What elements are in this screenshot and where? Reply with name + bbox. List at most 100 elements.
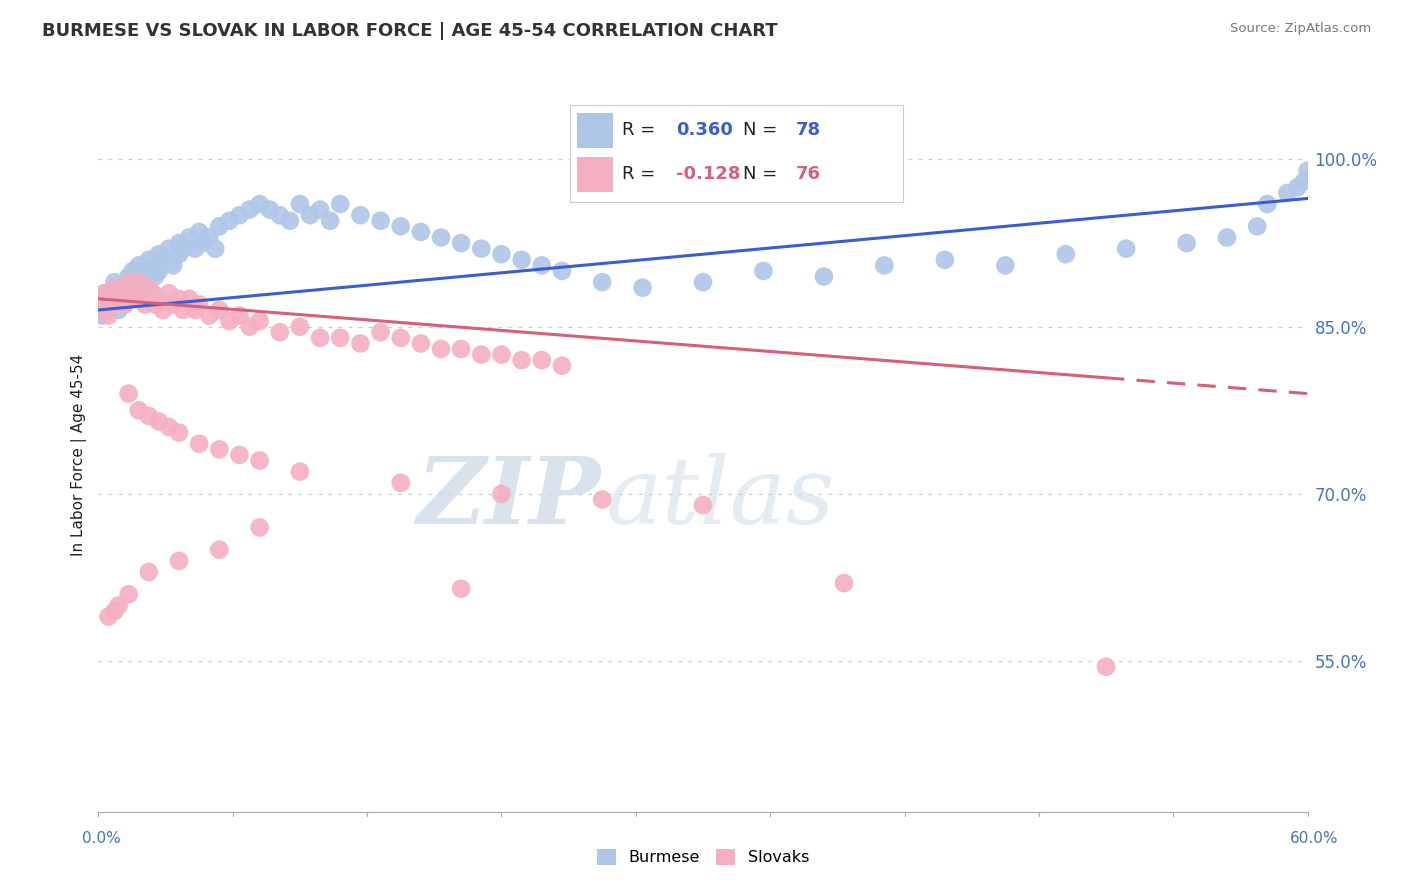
- Point: [873, 258, 896, 272]
- Point: [813, 269, 835, 284]
- Point: [491, 247, 513, 261]
- Point: [278, 213, 301, 227]
- Point: [143, 297, 166, 311]
- Point: [288, 319, 311, 334]
- Point: [167, 235, 190, 250]
- Point: [138, 280, 160, 294]
- Point: [1115, 242, 1137, 256]
- Point: [591, 492, 613, 507]
- Point: [138, 269, 160, 284]
- Point: [124, 292, 146, 306]
- Point: [138, 409, 160, 423]
- Point: [269, 208, 291, 222]
- Point: [470, 347, 492, 362]
- Point: [1246, 219, 1268, 234]
- Point: [1216, 230, 1239, 244]
- Point: [128, 275, 150, 289]
- Point: [118, 292, 141, 306]
- Point: [107, 292, 129, 306]
- Point: [239, 319, 262, 334]
- Point: [193, 235, 215, 250]
- Point: [1292, 175, 1315, 189]
- Point: [208, 542, 231, 557]
- Point: [430, 342, 453, 356]
- Point: [269, 325, 291, 339]
- Point: [152, 252, 174, 267]
- Point: [148, 264, 170, 278]
- Point: [111, 280, 134, 294]
- Point: [309, 331, 332, 345]
- Point: [389, 475, 412, 490]
- Text: 0.0%: 0.0%: [82, 831, 121, 846]
- Point: [172, 242, 194, 256]
- Point: [349, 208, 371, 222]
- Point: [370, 325, 392, 339]
- Point: [121, 264, 143, 278]
- Point: [450, 342, 472, 356]
- Point: [107, 599, 129, 613]
- Point: [114, 297, 136, 311]
- Point: [198, 230, 221, 244]
- Point: [510, 353, 533, 368]
- Point: [107, 302, 129, 317]
- Point: [107, 292, 129, 306]
- Point: [118, 269, 141, 284]
- Point: [132, 264, 155, 278]
- Point: [188, 225, 211, 239]
- Point: [93, 286, 115, 301]
- Point: [103, 280, 125, 294]
- Point: [138, 252, 160, 267]
- Point: [551, 264, 574, 278]
- Point: [162, 258, 184, 272]
- Point: [349, 336, 371, 351]
- Point: [134, 297, 156, 311]
- Point: [91, 302, 114, 317]
- Point: [530, 258, 553, 272]
- Point: [204, 242, 226, 256]
- Point: [148, 292, 170, 306]
- Point: [132, 286, 155, 301]
- Point: [143, 269, 166, 284]
- Point: [96, 292, 118, 306]
- Point: [118, 286, 141, 301]
- Point: [124, 280, 146, 294]
- Point: [218, 213, 240, 227]
- Point: [97, 309, 120, 323]
- Point: [208, 442, 231, 457]
- Point: [167, 247, 190, 261]
- Point: [103, 275, 125, 289]
- Point: [218, 314, 240, 328]
- Point: [1095, 659, 1118, 673]
- Point: [389, 331, 412, 345]
- Text: Source: ZipAtlas.com: Source: ZipAtlas.com: [1230, 22, 1371, 36]
- Point: [152, 302, 174, 317]
- Point: [114, 297, 136, 311]
- Point: [228, 309, 250, 323]
- Point: [470, 242, 492, 256]
- Point: [1296, 163, 1319, 178]
- Point: [97, 609, 120, 624]
- Point: [994, 258, 1017, 272]
- Point: [249, 197, 271, 211]
- Point: [551, 359, 574, 373]
- Point: [118, 275, 141, 289]
- Point: [118, 587, 141, 601]
- Point: [198, 309, 221, 323]
- Legend: Burmese, Slovaks: Burmese, Slovaks: [591, 842, 815, 871]
- Point: [228, 448, 250, 462]
- Point: [128, 403, 150, 417]
- Point: [409, 225, 432, 239]
- Point: [1277, 186, 1299, 200]
- Point: [692, 275, 714, 289]
- Point: [309, 202, 332, 217]
- Point: [631, 280, 654, 294]
- Point: [208, 302, 231, 317]
- Point: [1175, 235, 1198, 250]
- Point: [188, 436, 211, 450]
- Point: [1286, 180, 1309, 194]
- Text: atlas: atlas: [606, 453, 835, 542]
- Point: [111, 286, 134, 301]
- Point: [259, 202, 281, 217]
- Point: [103, 604, 125, 618]
- Point: [450, 582, 472, 596]
